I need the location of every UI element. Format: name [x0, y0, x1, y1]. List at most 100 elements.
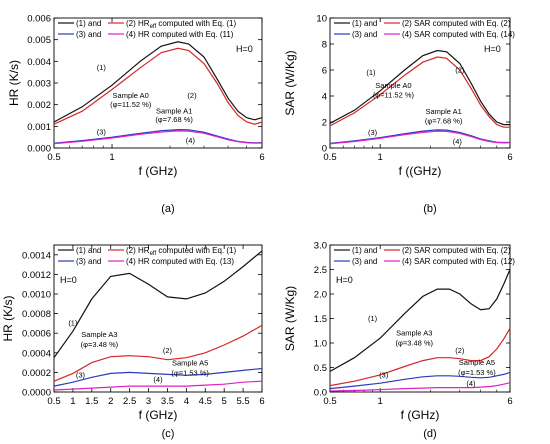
- x-tick-label: 1.5: [85, 396, 98, 407]
- y-tick-label: 0.000: [27, 144, 51, 155]
- x-tick-label: 1: [70, 396, 75, 407]
- x-tick-label: 5: [222, 396, 227, 407]
- y-axis-label: HR (K/s): [7, 60, 21, 106]
- series-line-4: [329, 382, 511, 392]
- annotation-label: Sample A1: [156, 106, 192, 115]
- legend-label-part: (4) SAR computed with Eq. (14): [402, 30, 515, 39]
- x-tick-label: 0.5: [47, 396, 60, 407]
- annotation-label: (φ=3.48 %): [395, 338, 433, 347]
- plot-frame: [329, 17, 511, 149]
- x-tick-label: 3: [146, 396, 151, 407]
- series-line-1: [329, 269, 511, 372]
- annotation-label: (1): [368, 314, 378, 323]
- series-line-4: [329, 130, 511, 145]
- series-line-2: [53, 324, 263, 382]
- legend-label-part: (2) SAR computed with Eq. (2): [402, 19, 511, 28]
- legend-label: (3) and: [76, 30, 101, 39]
- legend-label: (2) HReff computed with Eq. (1): [126, 246, 236, 257]
- legend-label: (2) SAR computed with Eq. (2): [402, 19, 511, 28]
- y-axis-label: HR (K/s): [1, 296, 15, 342]
- x-tick-label: 1: [378, 396, 383, 407]
- y-tick-label: 0.0012: [22, 270, 51, 281]
- annotation-label: Sample A5: [459, 358, 495, 367]
- annotation-label: (3): [368, 128, 378, 137]
- field-label: H=0: [336, 275, 353, 285]
- x-axis-label: f (GHz): [401, 408, 440, 422]
- annotation-label: (4): [153, 375, 163, 384]
- x-tick-label: 0.5: [323, 396, 336, 407]
- legend-label-part: computed with Eq. (1): [156, 246, 236, 255]
- annotation-label: (φ=1.53 %): [171, 368, 209, 377]
- x-tick-label: 0.5: [47, 152, 60, 163]
- legend-label-part: (2) SAR computed with Eq. (2): [402, 246, 511, 255]
- annotation-label: (1): [366, 68, 376, 77]
- annotation-label: (φ=7.68 %): [155, 115, 193, 124]
- series-line-3: [53, 367, 263, 387]
- series-line-1: [329, 49, 510, 126]
- legend-label-part: (4) HR computed with Eq. (11): [126, 30, 234, 39]
- y-tick-label: 10: [316, 14, 327, 25]
- annotation-label: (2): [187, 91, 197, 100]
- legend-label: (4) SAR computed with Eq. (14): [402, 30, 515, 39]
- y-tick-label: 0.0014: [22, 250, 51, 261]
- x-tick-label: 1: [378, 152, 383, 163]
- annotation-label: Sample A0: [375, 81, 411, 90]
- field-label: H=0: [484, 44, 501, 54]
- x-tick-label: 6: [507, 152, 512, 163]
- chart-panel-3: 0.0000 0.0002 0.0004 0.0006 0.0008 0.0010 0.00…: [1, 244, 265, 440]
- legend-label-part: (2) HR: [126, 246, 150, 255]
- annotation-label: (2): [455, 346, 465, 355]
- legend-label: (3) and: [352, 257, 377, 266]
- x-tick-label: 3.5: [161, 396, 174, 407]
- legend-label-part: (2) HR: [126, 19, 150, 28]
- annotation-label: (3): [76, 370, 86, 379]
- x-tick-label: 2.5: [123, 396, 136, 407]
- y-tick-label: 0.0004: [22, 348, 51, 359]
- legend-label: (1) and: [352, 246, 377, 255]
- x-tick-label: 6: [259, 396, 264, 407]
- x-tick-label: 0.5: [323, 152, 336, 163]
- series-line-1: [53, 250, 263, 359]
- annotation-label: (φ=1.53 %): [458, 368, 496, 377]
- x-axis-label: f (GHz): [139, 408, 178, 422]
- annotation-label: (4): [186, 136, 196, 145]
- y-tick-label: 3.0: [314, 241, 327, 252]
- legend-label: (2) HReff computed with Eq. (1): [126, 19, 236, 30]
- annotation-label: (φ=3.48 %): [81, 340, 119, 349]
- legend-label: (3) and: [76, 257, 101, 266]
- field-label: H=0: [236, 44, 253, 54]
- legend-label: (1) and: [76, 246, 101, 255]
- legend-label: (3) and: [352, 30, 377, 39]
- legend-label: (2) SAR computed with Eq. (2): [402, 246, 511, 255]
- x-tick-label: 2: [108, 396, 113, 407]
- annotation-label: Sample A3: [396, 329, 432, 338]
- legend-label: (4) SAR computed with Eq. (12): [402, 257, 515, 266]
- y-tick-label: 0.003: [27, 79, 51, 90]
- panel-caption: (d): [423, 428, 436, 440]
- annotation-label: Sample A1: [425, 107, 461, 116]
- y-tick-label: 1.5: [314, 314, 327, 325]
- annotation-label: (3): [97, 128, 107, 137]
- y-tick-label: 2.0: [314, 290, 327, 301]
- legend-label-subscript: eff: [150, 24, 157, 30]
- series-line-3: [329, 371, 511, 390]
- x-tick-label: 5.5: [236, 396, 249, 407]
- chart-panel-1: 0.000 0.001 0.002 0.003 0.004 0.005 0.006 0.5 1 6…: [7, 14, 265, 216]
- y-axis-label: SAR (W/Kg): [283, 286, 297, 351]
- y-tick-label: 0.001: [27, 122, 51, 133]
- x-tick-label: 6: [507, 396, 512, 407]
- y-tick-label: 2.5: [314, 265, 327, 276]
- plot-frame: [53, 244, 263, 393]
- legend-label: (1) and: [352, 19, 377, 28]
- y-tick-label: 1.0: [314, 339, 327, 350]
- legend-label-subscript: eff: [150, 251, 157, 257]
- y-tick-label: 0.5: [314, 363, 327, 374]
- annotation-label: Sample A0: [113, 91, 149, 100]
- y-tick-label: 0.0008: [22, 309, 51, 320]
- legend-label: (4) HR computed with Eq. (13): [126, 257, 234, 266]
- annotation-label: (4): [466, 379, 476, 388]
- y-tick-label: 0: [322, 144, 327, 155]
- series-line-4: [53, 130, 263, 145]
- x-axis-label: f (GHz): [139, 164, 178, 178]
